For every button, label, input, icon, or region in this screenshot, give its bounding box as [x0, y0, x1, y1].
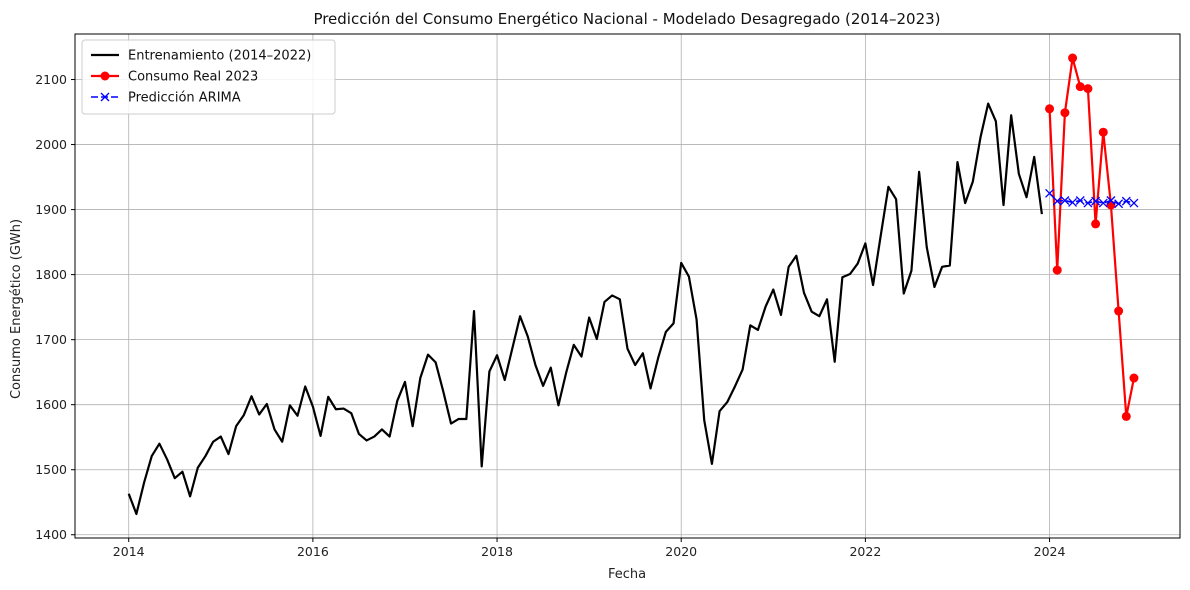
legend-item: Entrenamiento (2014–2022) — [91, 49, 311, 64]
data-point — [1045, 104, 1055, 114]
y-tick-label: 1500 — [35, 462, 67, 477]
data-point — [1091, 219, 1101, 229]
x-tick-label: 2016 — [297, 544, 329, 559]
data-point — [1060, 108, 1070, 118]
x-tick-label: 2024 — [1034, 544, 1066, 559]
data-point — [1083, 198, 1093, 208]
data-point — [1114, 199, 1124, 209]
data-point — [1075, 196, 1085, 205]
y-tick-label: 1800 — [35, 267, 67, 282]
x-tick-label: 2014 — [113, 544, 145, 559]
y-tick-label: 1900 — [35, 202, 67, 217]
plot-frame — [74, 33, 1181, 539]
data-point — [1129, 373, 1139, 383]
legend-marker — [100, 71, 110, 81]
y-tick-label: 1400 — [35, 527, 67, 542]
legend-item: Predicción ARIMA — [91, 91, 241, 106]
data-point — [1091, 196, 1101, 206]
legend-box — [81, 39, 336, 115]
legend-label: Entrenamiento (2014–2022) — [128, 49, 311, 64]
data-point — [1114, 306, 1124, 316]
series-line-1 — [1048, 56, 1136, 418]
y-tick-label: 1700 — [35, 332, 67, 347]
x-tick-label: 2018 — [481, 544, 513, 559]
y-tick-label: 2000 — [35, 137, 67, 152]
data-point — [1121, 196, 1131, 206]
y-axis-label: Consumo Energético (GWh) — [9, 219, 24, 399]
legend-label: Consumo Real 2023 — [128, 70, 258, 85]
x-axis-label: Fecha — [608, 567, 646, 582]
data-point — [1052, 196, 1062, 206]
y-tick-label: 1600 — [35, 397, 67, 412]
series-line-0 — [127, 102, 1043, 516]
data-point — [1121, 411, 1131, 421]
y-tick-label: 2100 — [35, 72, 67, 87]
ticks: 2014 2016 2018 2020 2022 2024 1400 1500 1600 1700… — [35, 72, 1065, 559]
data-point — [1068, 197, 1078, 207]
data-point — [1045, 188, 1055, 198]
series-2 — [1045, 188, 1139, 209]
x-tick-label: 2022 — [849, 544, 881, 559]
series-0 — [127, 102, 1043, 516]
series-1 — [1045, 53, 1139, 421]
legend-label: Predicción ARIMA — [128, 91, 241, 106]
data-point — [1060, 196, 1070, 205]
legend: Entrenamiento (2014–2022) Consumo Real 20… — [81, 39, 336, 115]
data-point — [1083, 84, 1093, 94]
chart-title: Predicción del Consumo Energético Nacion… — [313, 10, 940, 28]
data-point — [1098, 198, 1108, 208]
data-point — [1068, 53, 1078, 63]
data-point — [1098, 127, 1108, 137]
data-point — [1129, 198, 1139, 208]
data-point — [1075, 82, 1085, 92]
series-layer — [127, 53, 1139, 516]
x-tick-label: 2020 — [665, 544, 697, 559]
data-point — [1052, 265, 1062, 275]
legend-marker — [100, 92, 110, 102]
legend-item: Consumo Real 2023 — [91, 70, 258, 85]
data-point — [1106, 196, 1116, 205]
